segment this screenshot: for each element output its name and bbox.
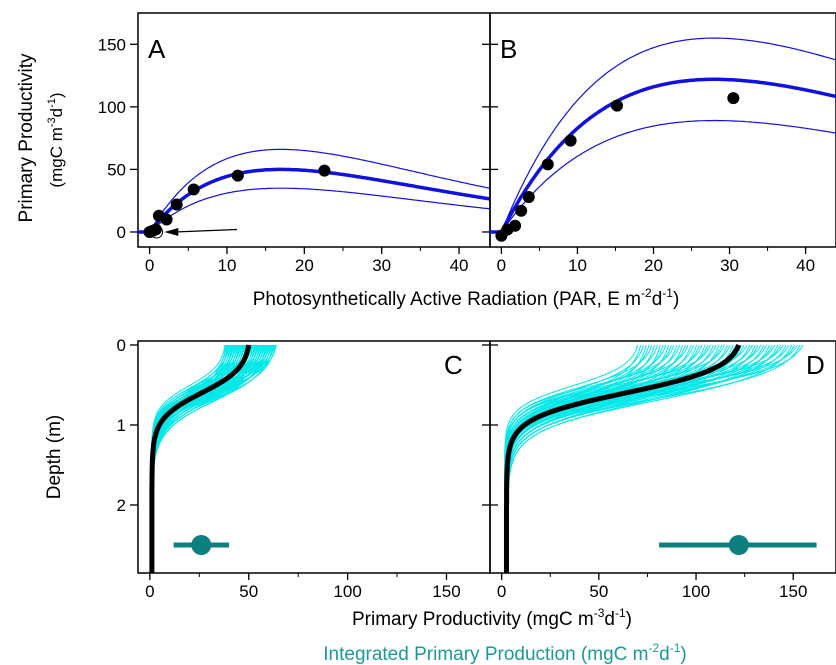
plot-area	[503, 344, 817, 573]
ensemble-profile	[505, 344, 692, 573]
excluded-point	[150, 225, 164, 239]
top-y-label-line2: (mgC m-3d-1)	[46, 92, 66, 187]
panel-d: 0 50 100 150 D	[482, 340, 836, 601]
fit-lower-bound	[138, 187, 490, 233]
y-tick-label: 1	[117, 416, 126, 435]
data-point	[541, 158, 554, 171]
panel-frame	[137, 12, 491, 248]
panel-letter-a: A	[148, 34, 166, 64]
plot-area	[149, 344, 277, 573]
panel-c: 0 1 2 0 50 100 150 C	[117, 336, 491, 601]
x-tick-label: 40	[450, 256, 469, 275]
top-x-label: Photosynthetically Active Radiation (PAR…	[253, 286, 680, 310]
fit-upper-bound	[138, 148, 490, 233]
arrow-head	[164, 227, 179, 236]
data-point	[160, 213, 173, 226]
data-point	[564, 134, 577, 147]
x-tick-label: 0	[145, 582, 154, 601]
data-point	[318, 164, 331, 177]
x-tick-label: 0	[497, 256, 506, 275]
top-y-label-line1: Primary Productivity	[16, 53, 37, 222]
fit-curve	[138, 167, 490, 234]
bottom-x-label: Primary Productivity (mgC m-3d-1)	[352, 606, 632, 630]
fit-lower-bound	[490, 119, 836, 233]
x-tick-label: 0	[497, 582, 506, 601]
plot-area	[138, 148, 490, 239]
axis-labels: Primary Productivity (mgC m-3d-1) Photos…	[16, 53, 687, 665]
integrated-production-label: Integrated Primary Production (mgC m-2d-…	[323, 641, 686, 665]
x-tick-label: 50	[239, 582, 258, 601]
x-tick-label: 0	[145, 256, 154, 275]
ensemble-profile	[506, 344, 742, 573]
x-tick-label: 40	[796, 256, 815, 275]
y-tick-label: 0	[117, 336, 126, 355]
ensemble-profile	[507, 344, 801, 573]
panel-frame	[489, 12, 836, 248]
y-tick-label: 150	[98, 35, 126, 54]
x-tick-label: 100	[333, 582, 361, 601]
panel-a: 0 50 100 150 0 10 20 30 40 A	[98, 12, 491, 275]
median-profile	[504, 344, 742, 573]
panel-letter-b: B	[500, 34, 517, 64]
ensemble-profile	[504, 344, 661, 573]
panel-frame	[489, 340, 836, 574]
data-point	[187, 183, 200, 196]
panel-frame	[137, 340, 491, 574]
data-point	[610, 99, 623, 112]
data-point	[727, 92, 740, 105]
x-tick-label: 100	[682, 582, 710, 601]
x-tick-label: 20	[644, 256, 663, 275]
data-point	[509, 219, 522, 232]
y-tick-label: 2	[117, 496, 126, 515]
ensemble-profile	[504, 344, 644, 573]
fit-curve	[490, 77, 836, 234]
x-tick-label: 150	[432, 582, 460, 601]
ensemble-profile	[506, 344, 765, 573]
x-tick-label: 10	[218, 256, 237, 275]
arrow-line	[174, 228, 238, 233]
y-tick-label: 0	[117, 223, 126, 242]
y-tick-label: 50	[107, 160, 126, 179]
y-tick-label: 100	[98, 98, 126, 117]
ensemble-profile	[504, 344, 675, 573]
integrated-point	[191, 535, 212, 555]
ensemble-profile	[504, 344, 650, 573]
integrated-point	[728, 535, 749, 555]
x-tick-label: 30	[372, 256, 391, 275]
fit-upper-bound	[490, 37, 836, 233]
panel-letter-c: C	[444, 350, 463, 380]
x-tick-label: 20	[295, 256, 314, 275]
panel-b: 0 10 20 30 40 B	[482, 12, 836, 275]
panel-letter-d: D	[806, 350, 825, 380]
data-point	[515, 204, 528, 217]
median-profile	[149, 344, 252, 573]
x-tick-label: 150	[779, 582, 807, 601]
data-point	[231, 169, 244, 182]
x-tick-label: 10	[568, 256, 587, 275]
x-tick-label: 30	[720, 256, 739, 275]
ensemble-profile	[507, 344, 793, 573]
bottom-y-label: Depth (m)	[44, 415, 65, 499]
plot-area	[490, 37, 836, 242]
data-point	[170, 198, 183, 211]
data-point	[522, 190, 535, 203]
x-tick-label: 50	[589, 582, 608, 601]
